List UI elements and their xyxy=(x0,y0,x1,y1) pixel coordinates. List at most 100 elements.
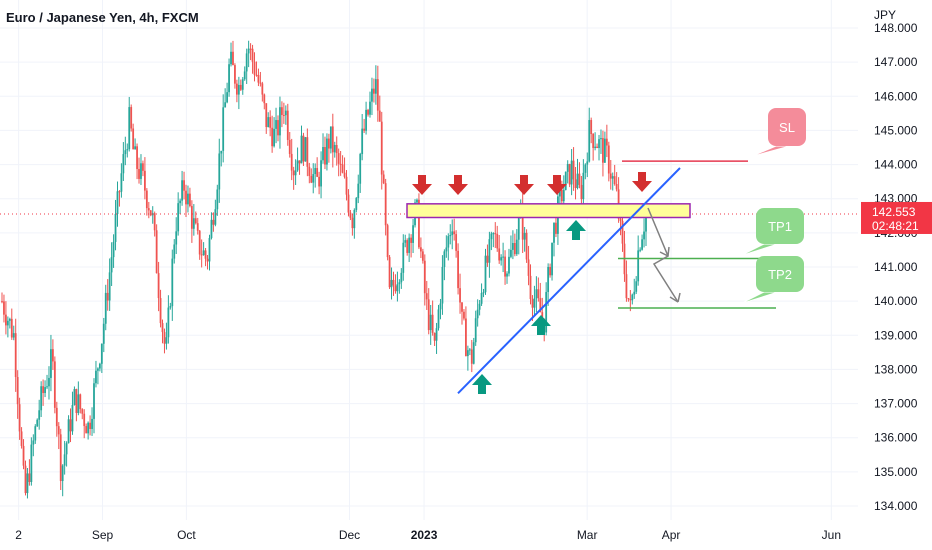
candle-body xyxy=(459,288,461,303)
candle-body xyxy=(277,120,279,136)
candle-body xyxy=(568,164,571,185)
candle-body xyxy=(384,183,387,226)
candle-body xyxy=(419,247,422,252)
candle-body xyxy=(535,289,538,299)
time-tick-label: Mar xyxy=(577,528,598,542)
candle-body xyxy=(73,389,76,406)
candle-body xyxy=(10,318,13,338)
candle-body xyxy=(20,431,23,446)
candle-body xyxy=(513,243,516,255)
candle-body xyxy=(190,206,193,229)
up-arrow-icon xyxy=(566,220,586,240)
candle-body xyxy=(61,465,64,482)
candle-body xyxy=(316,168,319,177)
candle-body xyxy=(425,293,428,300)
candle-body xyxy=(34,426,37,441)
price-tick-label: 140.000 xyxy=(874,294,918,308)
candle-body xyxy=(271,127,274,147)
candle-body xyxy=(87,422,90,434)
trend-line xyxy=(457,167,681,395)
candle-body xyxy=(318,176,321,187)
candle-body xyxy=(502,256,505,258)
time-tick-label: Dec xyxy=(339,528,360,542)
candle-body xyxy=(22,445,25,466)
drawing-overlays: SL TP1 TP2 xyxy=(0,108,858,395)
candle-body xyxy=(392,279,395,286)
candle-body xyxy=(296,160,299,171)
candle-body xyxy=(388,257,391,288)
candle-body xyxy=(171,258,174,307)
candle-body xyxy=(390,279,393,288)
candle-body xyxy=(147,208,150,211)
candle-body xyxy=(77,394,80,413)
candle-body xyxy=(468,349,471,351)
candle-body xyxy=(128,107,131,150)
candle-body xyxy=(451,231,454,236)
candle-body xyxy=(108,272,111,301)
candle-body xyxy=(161,323,164,333)
candle-body xyxy=(273,128,275,147)
candle-body xyxy=(89,422,91,430)
candle-body xyxy=(106,292,109,301)
candle-body xyxy=(55,407,58,427)
candle-body xyxy=(598,139,600,149)
candle-body xyxy=(65,443,68,455)
candle-body xyxy=(44,387,46,394)
candle-body xyxy=(369,101,371,115)
candle-body xyxy=(81,409,84,414)
candle-body xyxy=(378,110,381,122)
projection-path xyxy=(647,207,679,303)
candle-body xyxy=(394,285,397,292)
candle-body xyxy=(560,189,563,202)
candle-body xyxy=(118,191,121,193)
time-tick-label: Apr xyxy=(662,528,681,542)
candle-body xyxy=(320,160,322,187)
candle-body xyxy=(257,75,260,83)
candle-body xyxy=(508,256,510,274)
candle-body xyxy=(290,153,293,171)
candle-body xyxy=(594,146,597,148)
chart-title: Euro / Japanese Yen, 4h, FXCM xyxy=(6,10,199,25)
candle-body xyxy=(494,233,497,235)
candle-body xyxy=(100,343,103,364)
candle-body xyxy=(492,233,495,235)
candle-body xyxy=(284,110,287,116)
candle-body xyxy=(527,259,530,276)
candle-body xyxy=(449,235,452,237)
candle-body xyxy=(165,337,168,344)
candle-body xyxy=(153,213,156,231)
candle-body xyxy=(605,138,608,146)
candle-body xyxy=(537,289,540,299)
candle-body xyxy=(241,79,244,90)
sl-callout-pointer xyxy=(749,145,791,158)
candle-body xyxy=(329,126,332,149)
candle-body xyxy=(382,174,385,184)
candle-body xyxy=(212,219,215,225)
candle-body xyxy=(202,250,205,255)
candle-body xyxy=(427,299,430,331)
candle-body xyxy=(406,240,409,253)
candle-body xyxy=(112,241,115,258)
countdown-label: 02:48:21 xyxy=(872,219,919,233)
candle-body xyxy=(239,84,242,90)
candle-body xyxy=(637,250,640,282)
candle-body xyxy=(95,370,97,384)
candle-body xyxy=(67,419,70,444)
candle-body xyxy=(402,242,405,273)
projection-arrowhead-icon xyxy=(669,292,681,303)
candle-body xyxy=(200,254,203,256)
candle-body xyxy=(613,176,616,185)
candle-body xyxy=(506,273,508,277)
down-arrow-icon xyxy=(547,175,567,195)
candle-body xyxy=(251,48,254,62)
candle-body xyxy=(102,323,105,344)
candle-body xyxy=(326,138,328,165)
candle-body xyxy=(582,172,585,200)
candle-body xyxy=(228,64,230,93)
candle-body xyxy=(79,394,82,410)
candle-body xyxy=(619,218,622,221)
price-tick-label: 141.000 xyxy=(874,260,918,274)
candle-body xyxy=(36,419,39,427)
candle-body xyxy=(16,377,19,405)
